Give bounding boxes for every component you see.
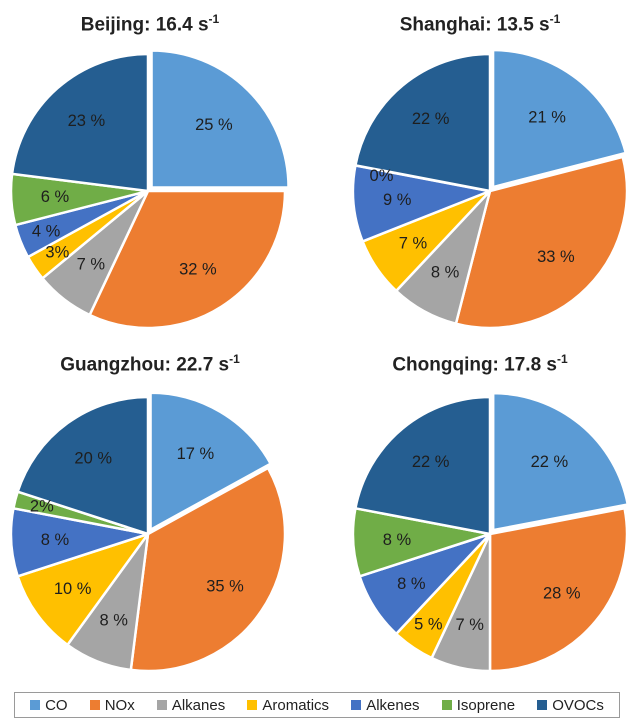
slice-label-nox: 32 % <box>179 261 217 279</box>
legend-item: OVOCs <box>537 697 604 714</box>
pie-slice-ovocs <box>10 52 150 193</box>
legend-swatch <box>247 700 258 710</box>
slice-label-nox: 35 % <box>206 577 244 595</box>
pie-slice-ovocs <box>354 52 492 193</box>
pie-slice-nox <box>454 155 629 330</box>
slice-label-aromatics: 3% <box>45 244 69 262</box>
slice-label-co: 25 % <box>195 116 233 134</box>
pie-slice-nox <box>488 507 629 673</box>
pie-slice-nox <box>129 466 287 673</box>
slice-label-isoprene: 8 % <box>383 531 412 549</box>
slice-label-isoprene: 0% <box>370 167 394 185</box>
pie-panel-chongqing: Chongqing: 17.8 s-1 22 % 28 % 7 % 5 % 8 % 8 %… <box>316 340 632 680</box>
slice-label-ovocs: 20 % <box>74 450 112 468</box>
legend-item: Isoprene <box>441 697 515 714</box>
pie-chart-beijing: 25 % 32 % 7 % 3% 4 % 6 % 23 % <box>9 49 290 330</box>
legend-swatch <box>89 700 100 710</box>
pie-slice-ovocs <box>16 395 150 536</box>
slice-label-alkenes: 4 % <box>32 222 61 240</box>
pie-slice-nox <box>88 189 287 330</box>
slice-label-ovocs: 22 % <box>412 110 450 128</box>
slice-label-alkanes: 7 % <box>455 616 484 634</box>
slice-label-ovocs: 22 % <box>412 453 450 471</box>
legend-item: Aromatics <box>247 697 329 714</box>
legend-swatch <box>351 700 362 710</box>
chart-legend: CO NOx Alkanes Aromatics Alkenes Isopren… <box>14 692 620 718</box>
pie-chart-chongqing: 22 % 28 % 7 % 5 % 8 % 8 % 22 % <box>351 391 630 673</box>
pie-panel-guangzhou: Guangzhou: 22.7 s-1 17 % 35 % 8 % 10 % 8 % 2%… <box>0 340 316 680</box>
chart-title: Guangzhou: 22.7 s-1 <box>60 352 240 376</box>
slice-label-alkenes: 9 % <box>383 191 412 209</box>
pie-slice-aromatics <box>16 532 150 647</box>
slice-label-nox: 33 % <box>537 248 575 266</box>
slice-label-alkenes: 8 % <box>41 531 70 549</box>
legend-swatch <box>156 700 167 710</box>
pie-slice-ovocs <box>354 395 492 536</box>
chart-title: Beijing: 16.4 s-1 <box>80 12 220 36</box>
pie-panel-beijing: Beijing: 16.4 s-1 25 % 32 % 7 % 3% 4 % 6 % 23 … <box>0 0 316 340</box>
pie-chart-guangzhou: 17 % 35 % 8 % 10 % 8 % 2% 20 % <box>9 391 287 673</box>
pie-panel-shanghai: Shanghai: 13.5 s-1 21 % 33 % 8 % 7 % 9 % 0% 22… <box>316 0 632 340</box>
slice-label-nox: 28 % <box>543 584 581 602</box>
chart-title: Chongqing: 17.8 s-1 <box>392 352 568 376</box>
slice-label-alkenes: 8 % <box>397 575 426 593</box>
legend-item: NOx <box>89 697 135 714</box>
slice-label-co: 22 % <box>531 453 569 471</box>
slice-label-aromatics: 7 % <box>399 234 428 252</box>
legend-item: Alkanes <box>156 697 225 714</box>
slice-label-ovocs: 23 % <box>68 112 106 130</box>
legend-item: CO <box>30 697 68 714</box>
legend-swatch <box>441 700 452 710</box>
slice-label-alkanes: 8 % <box>99 612 128 630</box>
slice-label-isoprene: 6 % <box>41 188 70 206</box>
pie-chart-shanghai: 21 % 33 % 8 %7 % 9 % 0% 22 % <box>351 48 629 330</box>
slice-label-isoprene: 2% <box>30 498 54 516</box>
pie-slice-co <box>149 391 272 531</box>
legend-swatch <box>537 700 548 710</box>
pie-slice-co <box>491 48 628 189</box>
slice-label-aromatics: 5 % <box>414 616 443 634</box>
slice-label-alkanes: 8 % <box>431 264 460 282</box>
slice-label-alkanes: 7 % <box>77 256 106 274</box>
chart-title: Shanghai: 13.5 s-1 <box>399 12 561 36</box>
legend-swatch <box>30 700 41 710</box>
slice-label-co: 21 % <box>528 108 566 126</box>
legend-item: Alkenes <box>351 697 420 714</box>
slice-label-aromatics: 10 % <box>54 580 92 598</box>
pie-slice-co <box>491 391 630 532</box>
pie-slice-co <box>150 49 290 189</box>
slice-label-co: 17 % <box>177 445 215 463</box>
